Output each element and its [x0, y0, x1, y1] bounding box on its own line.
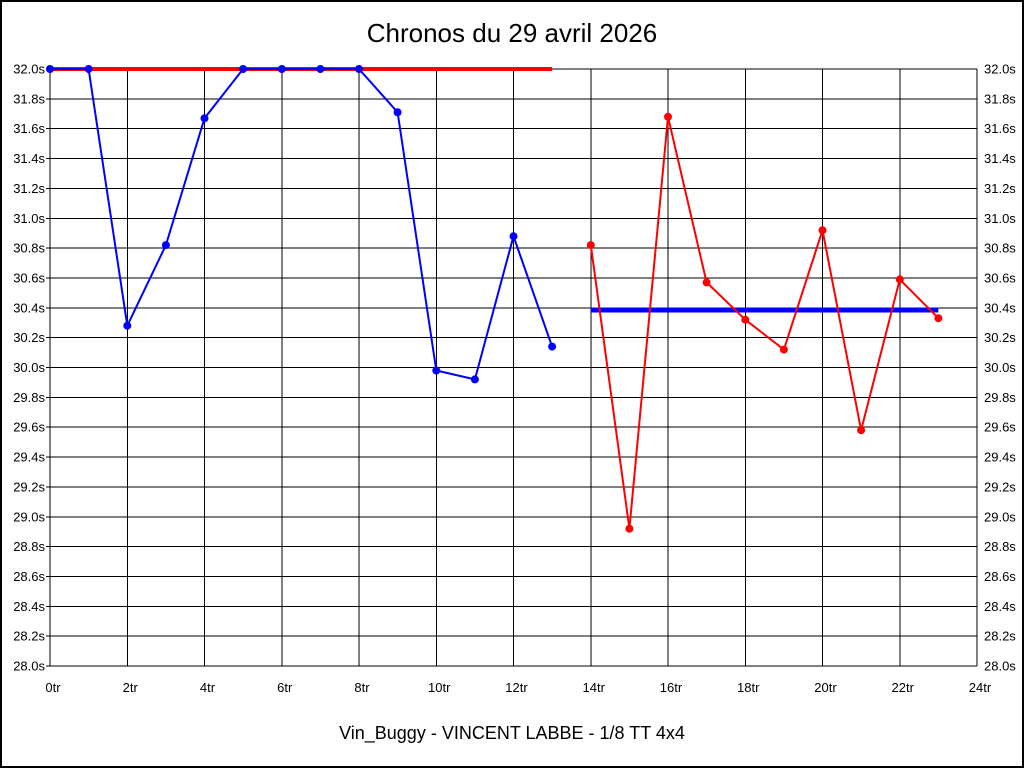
blue-lap-times-point: [432, 366, 441, 375]
red-lap-times-point: [818, 226, 827, 235]
y-tick-label-left: 28.2s: [13, 629, 45, 644]
red-lap-times-point: [586, 241, 595, 250]
blue-lap-times-point: [84, 65, 93, 73]
red-lap-times-point: [857, 426, 866, 435]
blue-lap-times-point: [470, 375, 479, 384]
y-tick-label-left: 29.0s: [13, 509, 45, 524]
red-lap-times-point: [934, 314, 943, 323]
y-tick-label-left: 32.0s: [13, 62, 45, 77]
y-tick-label-left: 28.4s: [13, 599, 45, 614]
y-tick-label-left: 28.8s: [13, 539, 45, 554]
y-tick-label-left: 30.4s: [13, 300, 45, 315]
x-tick-label: 8tr: [354, 680, 370, 695]
y-tick-label-left: 28.6s: [13, 569, 45, 584]
y-tick-label-left: 30.8s: [13, 241, 45, 256]
y-tick-label-right: 30.8s: [984, 241, 1016, 256]
y-tick-label-left: 31.4s: [13, 151, 45, 166]
y-tick-label-right: 31.0s: [984, 211, 1016, 226]
y-tick-label-right: 29.8s: [984, 390, 1016, 405]
y-tick-label-right: 28.0s: [984, 659, 1016, 674]
y-tick-label-left: 31.8s: [13, 91, 45, 106]
blue-lap-times-point: [239, 65, 248, 73]
y-tick-label-right: 29.0s: [984, 509, 1016, 524]
y-tick-label-right: 29.6s: [984, 420, 1016, 435]
x-tick-label: 22tr: [892, 680, 915, 695]
red-lap-times-point: [625, 524, 634, 533]
y-tick-label-left: 31.6s: [13, 121, 45, 136]
blue-lap-times-point: [46, 65, 54, 73]
y-tick-label-right: 30.0s: [984, 360, 1016, 375]
red-lap-times-point: [741, 315, 750, 324]
y-tick-label-right: 28.8s: [984, 539, 1016, 554]
blue-lap-times-point: [316, 65, 325, 73]
x-tick-label: 0tr: [45, 680, 61, 695]
red-lap-times-point: [702, 278, 711, 287]
y-tick-label-left: 30.0s: [13, 360, 45, 375]
y-tick-label-right: 28.4s: [984, 599, 1016, 614]
red-lap-times-point: [664, 112, 672, 121]
y-tick-label-left: 29.8s: [13, 390, 45, 405]
y-tick-label-left: 28.0s: [13, 659, 45, 674]
y-tick-label-right: 28.2s: [984, 629, 1016, 644]
blue-lap-times-point: [200, 114, 209, 123]
y-tick-label-left: 31.2s: [13, 181, 45, 196]
y-tick-label-right: 30.2s: [984, 330, 1016, 345]
y-tick-label-left: 29.2s: [13, 479, 45, 494]
y-tick-label-right: 32.0s: [984, 62, 1016, 77]
x-tick-label: 14tr: [583, 680, 606, 695]
y-tick-label-left: 29.4s: [13, 450, 45, 465]
chart-title: Chronos du 29 avril 2026: [366, 18, 658, 48]
blue-lap-times-point: [161, 241, 170, 250]
blue-lap-times-point: [509, 232, 518, 241]
x-tick-label: 2tr: [123, 680, 139, 695]
y-tick-label-right: 28.6s: [984, 569, 1016, 584]
x-tick-label: 20tr: [814, 680, 837, 695]
y-tick-label-left: 29.6s: [13, 420, 45, 435]
y-tick-label-right: 30.4s: [984, 300, 1016, 315]
blue-lap-times-point: [123, 321, 132, 330]
chart-footer: Vin_Buggy - VINCENT LABBE - 1/8 TT 4x4: [339, 723, 685, 743]
blue-lap-times-point: [277, 65, 286, 73]
y-tick-label-right: 31.4s: [984, 151, 1016, 166]
red-lap-times-point: [895, 275, 904, 284]
x-tick-label: 12tr: [505, 680, 528, 695]
x-tick-label: 6tr: [277, 680, 293, 695]
y-tick-label-right: 29.4s: [984, 450, 1016, 465]
y-tick-label-right: 31.8s: [984, 91, 1016, 106]
red-lap-times-point: [779, 345, 788, 354]
blue-lap-times-line: [50, 68, 554, 381]
y-tick-label-right: 31.2s: [984, 181, 1016, 196]
x-tick-label: 4tr: [200, 680, 216, 695]
blue-lap-times-point: [355, 65, 363, 73]
y-tick-label-right: 29.2s: [984, 479, 1016, 494]
y-tick-label-right: 30.6s: [984, 270, 1016, 285]
blue-lap-times-point: [548, 342, 557, 351]
x-tick-label: 10tr: [428, 680, 451, 695]
x-tick-label: 24tr: [969, 680, 992, 695]
red-lap-times-line: [589, 115, 940, 530]
y-tick-label-right: 31.6s: [984, 121, 1016, 136]
y-tick-label-left: 30.6s: [13, 270, 45, 285]
y-tick-label-left: 31.0s: [13, 211, 45, 226]
x-tick-label: 18tr: [737, 680, 760, 695]
x-tick-label: 16tr: [660, 680, 683, 695]
blue-lap-times-point: [393, 108, 402, 117]
y-tick-label-left: 30.2s: [13, 330, 45, 345]
